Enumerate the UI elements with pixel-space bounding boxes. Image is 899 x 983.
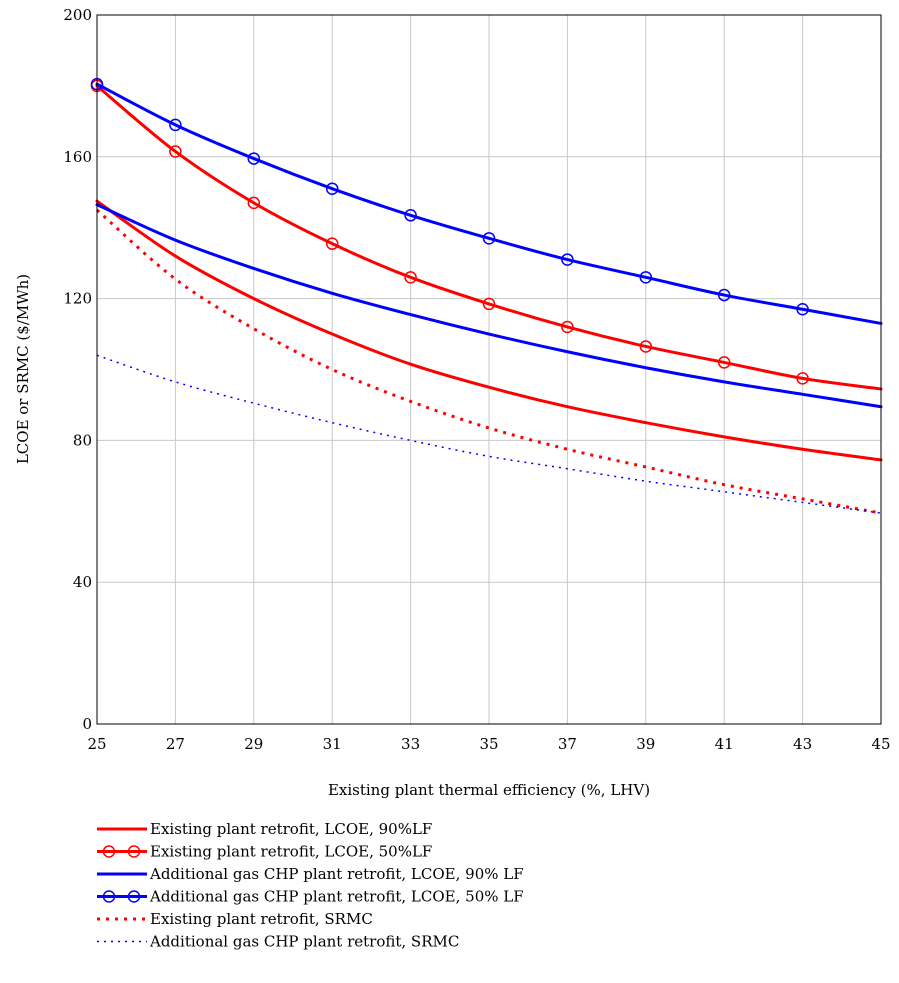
legend-label: Additional gas CHP plant retrofit, SRMC: [149, 933, 459, 951]
x-tick-label: 27: [166, 735, 185, 753]
x-tick-label: 41: [715, 735, 734, 753]
x-tick-label: 39: [636, 735, 655, 753]
series-lines: [92, 79, 882, 513]
legend-label: Additional gas CHP plant retrofit, LCOE,…: [149, 888, 524, 906]
y-tick-label: 160: [63, 148, 92, 166]
legend: Existing plant retrofit, LCOE, 90%LF Exis…: [97, 820, 524, 951]
legend-label: Existing plant retrofit, LCOE, 90%LF: [150, 820, 432, 838]
x-tick-label: 33: [401, 735, 420, 753]
y-tick-label: 40: [73, 573, 92, 591]
y-tick-label: 80: [73, 431, 92, 449]
x-tick-label: 35: [479, 735, 498, 753]
legend-label: Existing plant retrofit, SRMC: [150, 910, 373, 928]
x-tick-label: 25: [87, 735, 106, 753]
x-tick-labels: 25 27 29 31 33 35 37 39 41 43 45: [87, 735, 890, 753]
y-axis-title: LCOE or SRMC ($/MWh): [14, 274, 32, 464]
x-tick-label: 29: [244, 735, 263, 753]
x-tick-label: 43: [793, 735, 812, 753]
y-tick-labels: 0 40 80 120 160 200: [63, 6, 92, 733]
x-tick-label: 31: [323, 735, 342, 753]
x-tick-label: 37: [558, 735, 577, 753]
x-tick-label: 45: [871, 735, 890, 753]
y-tick-label: 120: [63, 290, 92, 308]
y-tick-label: 200: [63, 6, 92, 24]
x-axis-title: Existing plant thermal efficiency (%, LH…: [328, 781, 650, 799]
y-tick-label: 0: [82, 715, 92, 733]
legend-label: Existing plant retrofit, LCOE, 50%LF: [150, 843, 432, 861]
legend-label: Additional gas CHP plant retrofit, LCOE,…: [149, 865, 524, 883]
